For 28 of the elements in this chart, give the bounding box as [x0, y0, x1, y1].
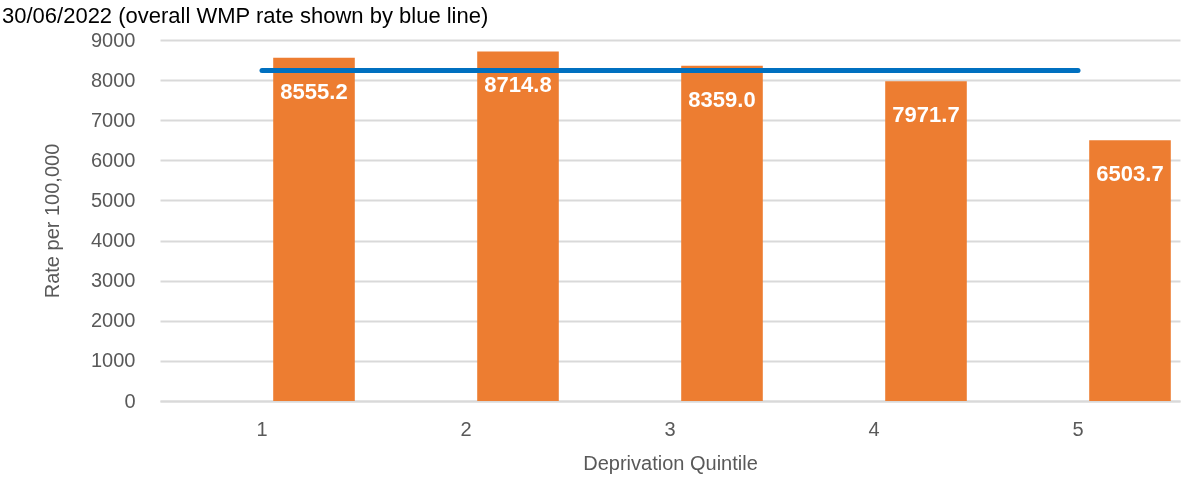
y-tick-label: 7000 — [91, 108, 136, 131]
bar — [885, 81, 967, 401]
data-label: 8714.8 — [484, 72, 552, 98]
y-tick-label: 2000 — [91, 309, 136, 332]
bar — [681, 65, 763, 401]
data-label: 8555.2 — [280, 78, 348, 104]
y-axis-title: Rate per 100,000 — [41, 143, 64, 299]
x-tick-label: 3 — [664, 417, 676, 440]
y-tick-label: 1000 — [91, 349, 136, 372]
x-tick-label: 4 — [868, 417, 880, 440]
y-tick-label: 6000 — [91, 148, 136, 171]
x-tick-label: 5 — [1072, 417, 1084, 440]
bar — [1089, 140, 1171, 401]
y-tick-label: 4000 — [91, 229, 136, 252]
bar — [477, 51, 559, 401]
x-tick-label: 1 — [256, 417, 268, 440]
y-tick-label: 8000 — [91, 68, 136, 91]
y-tick-label: 0 — [124, 389, 136, 412]
data-label: 7971.7 — [892, 102, 960, 128]
y-tick-label: 3000 — [91, 269, 136, 292]
data-label: 8359.0 — [688, 86, 756, 112]
x-tick-label: 2 — [460, 417, 472, 440]
bar — [273, 57, 355, 401]
data-label: 6503.7 — [1096, 161, 1164, 187]
y-tick-label: 9000 — [91, 28, 136, 51]
x-axis-title: Deprivation Quintile — [583, 451, 758, 474]
y-tick-label: 5000 — [91, 188, 136, 211]
chart-title: 30/06/2022 (overall WMP rate shown by blue line) — [2, 3, 489, 28]
